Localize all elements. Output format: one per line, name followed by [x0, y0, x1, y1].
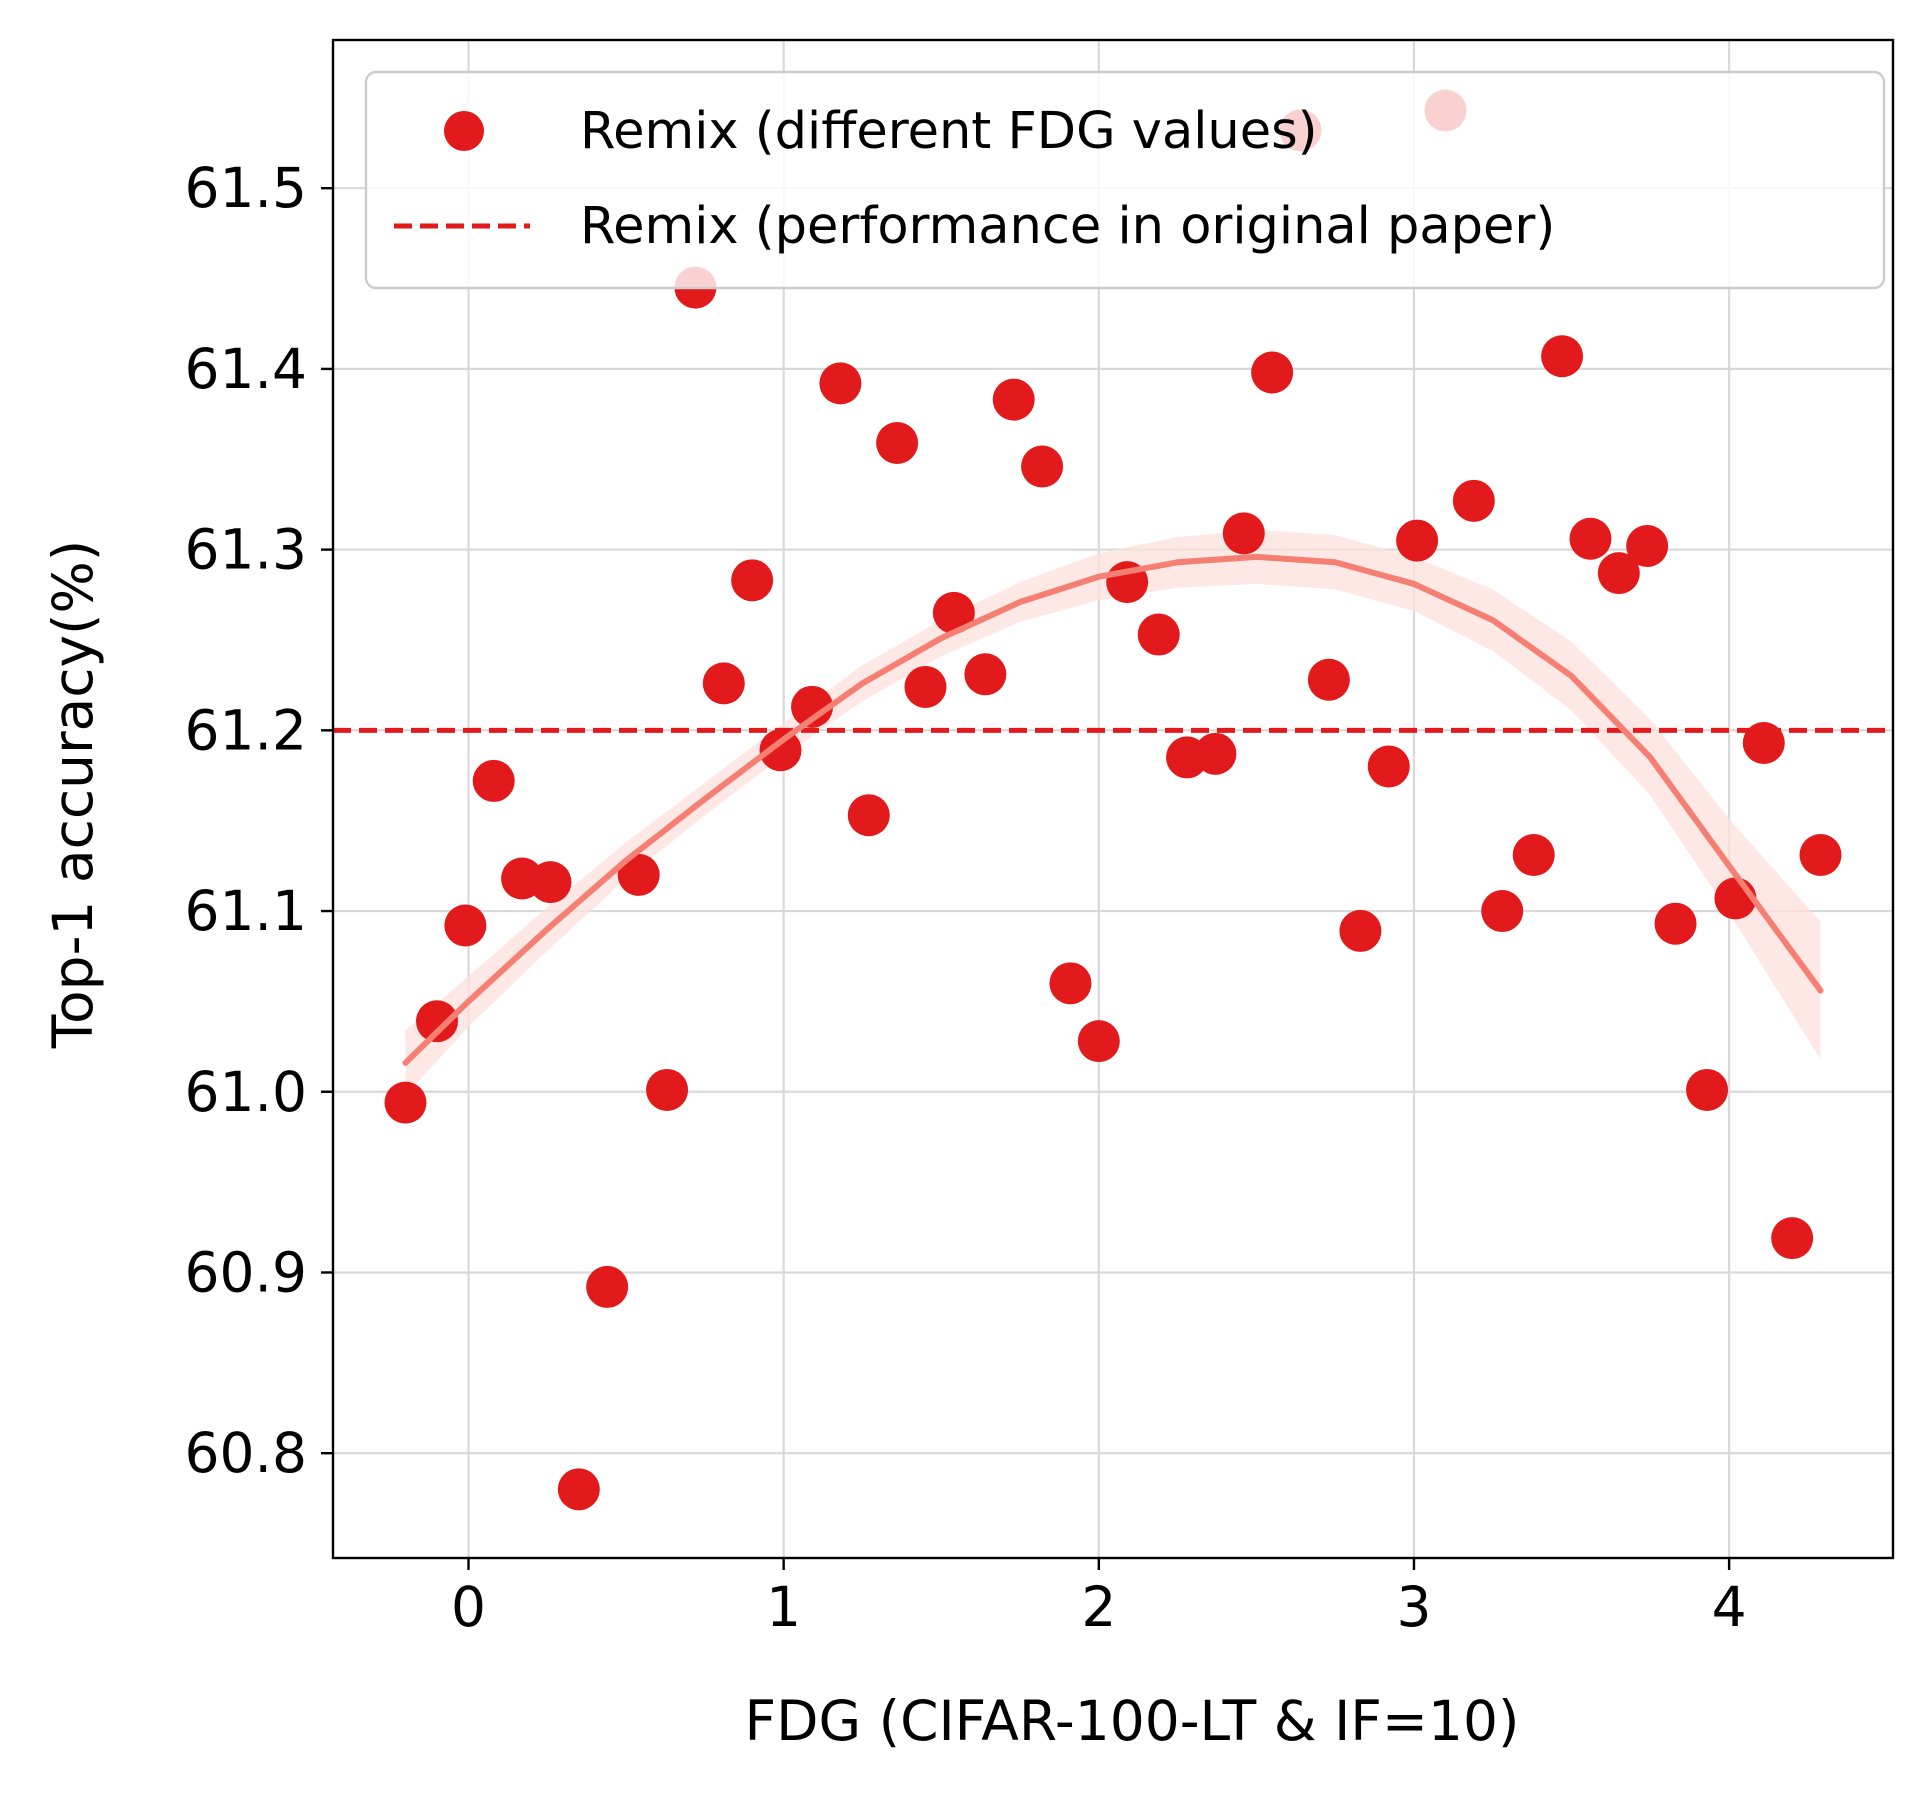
x-tick-label: 3 [1396, 1575, 1431, 1639]
scatter-point [1541, 335, 1584, 378]
scatter-point [1222, 512, 1265, 555]
legend-box [364, 70, 1886, 290]
scatter-point [384, 1081, 427, 1124]
y-tick-label: 61.5 [185, 156, 307, 220]
scatter-point [1251, 351, 1294, 394]
scatter-point [1307, 658, 1350, 701]
scatter-point [932, 591, 975, 634]
scatter-point [1626, 525, 1669, 567]
scatter-point [1742, 721, 1785, 764]
scatter-point [1771, 1217, 1814, 1260]
x-axis-ticks: 0 1 2 3 4 [451, 1558, 1747, 1639]
scatter-point [1137, 613, 1180, 656]
scatter-point [617, 853, 660, 896]
scatter-point [847, 794, 890, 837]
x-tick-label: 4 [1712, 1575, 1747, 1639]
scatter-point [759, 729, 802, 772]
scatter-point [992, 378, 1035, 421]
scatter-point [1339, 909, 1382, 952]
scatter-point [1654, 902, 1697, 945]
legend: Remix (different FDG values) Remix (perf… [364, 70, 1886, 290]
x-tick-label: 2 [1081, 1575, 1116, 1639]
x-tick-label: 0 [451, 1575, 486, 1639]
scatter-point [1512, 834, 1555, 877]
x-axis-label: FDG (CIFAR-100-LT & IF=10) [745, 1689, 1520, 1753]
y-tick-label: 61.2 [185, 698, 307, 762]
scatter-point [416, 1000, 458, 1043]
scatter-point [557, 1468, 600, 1511]
scatter-point [964, 653, 1007, 696]
scatter-point [1396, 519, 1439, 562]
fit-line [402, 553, 1824, 1066]
y-tick-label: 61.4 [185, 337, 307, 401]
legend-marker-scatter [444, 111, 484, 151]
y-tick-label: 61.0 [185, 1060, 307, 1124]
y-tick-label: 61.3 [185, 518, 307, 582]
scatter-point [1049, 962, 1092, 1005]
scatter-point [529, 861, 572, 904]
scatter-point [586, 1265, 629, 1308]
scatter-point [731, 559, 774, 602]
scatter-point [1367, 745, 1410, 788]
scatter-point [702, 662, 745, 705]
scatter-point [1597, 552, 1640, 595]
y-tick-label: 60.8 [185, 1421, 307, 1485]
scatter-point [472, 759, 515, 802]
scatter-point [444, 904, 487, 947]
scatter-point [819, 362, 862, 405]
scatter-point [1194, 732, 1237, 775]
y-axis-label: Top-1 accuracy(%) [41, 540, 105, 1049]
legend-label-scatter: Remix (different FDG values) [580, 102, 1318, 161]
scatter-point [791, 685, 834, 728]
y-tick-label: 60.9 [185, 1240, 307, 1304]
legend-label-reference: Remix (performance in original paper) [580, 197, 1555, 256]
scatter-point [1021, 445, 1064, 488]
scatter-point [1481, 890, 1524, 933]
fit-line-group [402, 553, 1824, 1066]
scatter-point [876, 421, 919, 464]
y-axis-ticks: 60.8 60.9 61.0 61.1 61.2 61.3 61.4 61.5 [185, 156, 333, 1485]
y-tick-label: 61.1 [185, 879, 307, 943]
scatter-point [1686, 1068, 1729, 1111]
scatter-point [646, 1068, 689, 1111]
scatter-point [1799, 834, 1842, 877]
scatter-point [1452, 479, 1495, 522]
scatter-point [1077, 1020, 1120, 1063]
scatter-point [904, 665, 947, 708]
axes-frame [331, 38, 1895, 1560]
x-tick-label: 1 [766, 1575, 801, 1639]
scatter-point [1569, 517, 1612, 560]
